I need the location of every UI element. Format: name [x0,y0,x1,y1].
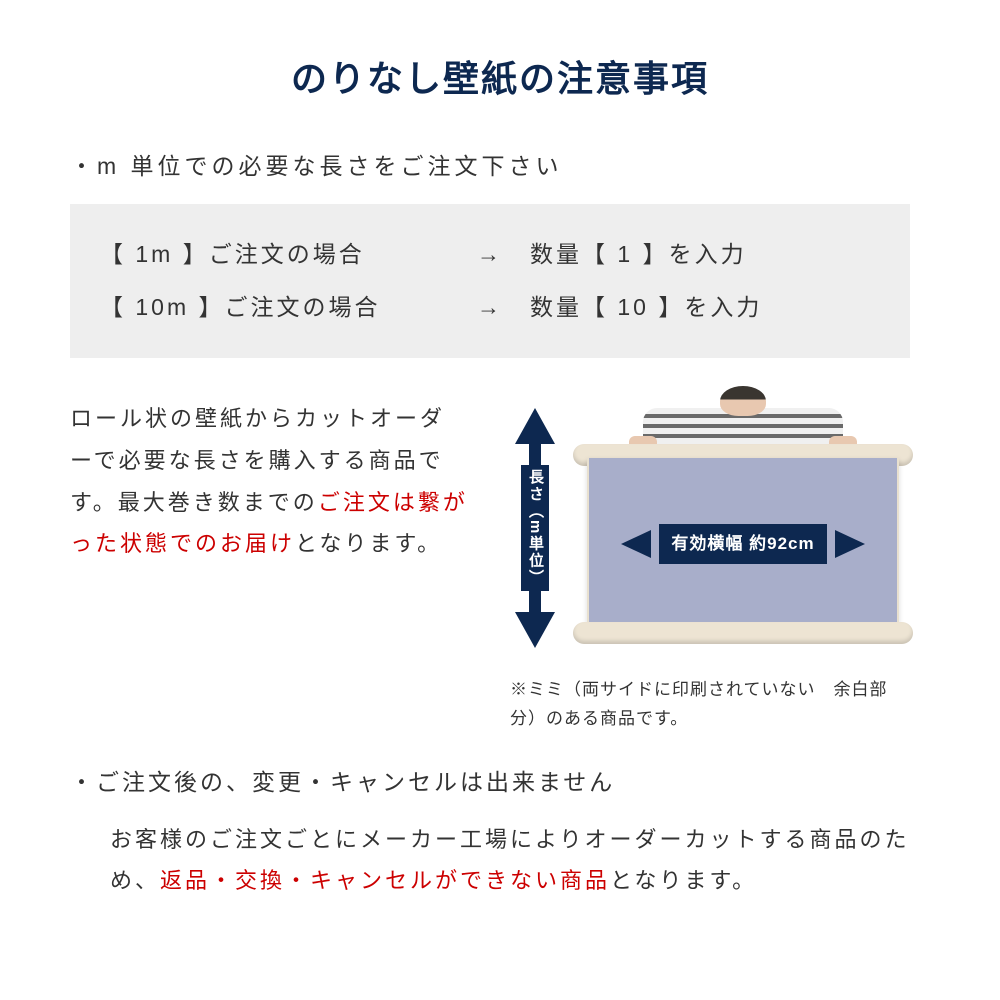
example-2-right: 数量【 10 】を入力 [530,289,880,326]
mimi-margin-note: ※ミミ（両サイドに印刷されていない 余白部分）のある商品です。 [510,676,910,734]
wallpaper-sheet: 有効横幅 約92cm [587,458,899,630]
order-example-box: 【 1m 】ご注文の場合 → 数量【 1 】を入力 【 10m 】ご注文の場合 … [70,204,910,358]
arrow-left-icon [621,530,651,558]
length-unit-label: 長さ（m単位） [521,465,549,590]
bullet-order-unit: ・m 単位での必要な長さをご注文下さい [70,148,930,185]
page-title: のりなし壁紙の注意事項 [70,50,930,108]
example-1-right: 数量【 1 】を入力 [530,236,880,273]
effective-width-label: 有効横幅 約92cm [659,524,826,563]
bullet-no-cancel: ・ご注文後の、変更・キャンセルは出来ません [70,764,930,801]
wallpaper-diagram: 長さ（m単位） 有効横幅 約92cm ※ミミ（両サ [490,398,930,734]
example-1-left: 【 1m 】ご注文の場合 [100,236,450,273]
no-cancel-body: お客様のご注文ごとにメーカー工場によりオーダーカットする商品のため、返品・交換・… [70,819,930,903]
arrow-icon: → [450,289,530,326]
example-row-1: 【 1m 】ご注文の場合 → 数量【 1 】を入力 [100,228,880,281]
mid-text-part2: となります。 [295,531,442,556]
cancel-body-part2: となります。 [610,868,757,893]
cancel-body-red: 返品・交換・キャンセルができない商品 [160,868,610,893]
person-head [720,386,766,416]
arrow-icon: → [450,236,530,273]
wallpaper-roll-illustration: 有効横幅 約92cm [573,398,913,658]
example-2-left: 【 10m 】ご注文の場合 [100,289,450,326]
arrow-right-icon [835,530,865,558]
roll-tube-bottom [573,622,913,644]
vertical-length-arrow: 長さ（m単位） [507,408,563,648]
roll-description-text: ロール状の壁紙からカットオーダーで必要な長さを購入する商品です。最大巻き数までの… [70,398,470,565]
roll-description-section: ロール状の壁紙からカットオーダーで必要な長さを購入する商品です。最大巻き数までの… [70,398,930,734]
example-row-2: 【 10m 】ご注文の場合 → 数量【 10 】を入力 [100,281,880,334]
